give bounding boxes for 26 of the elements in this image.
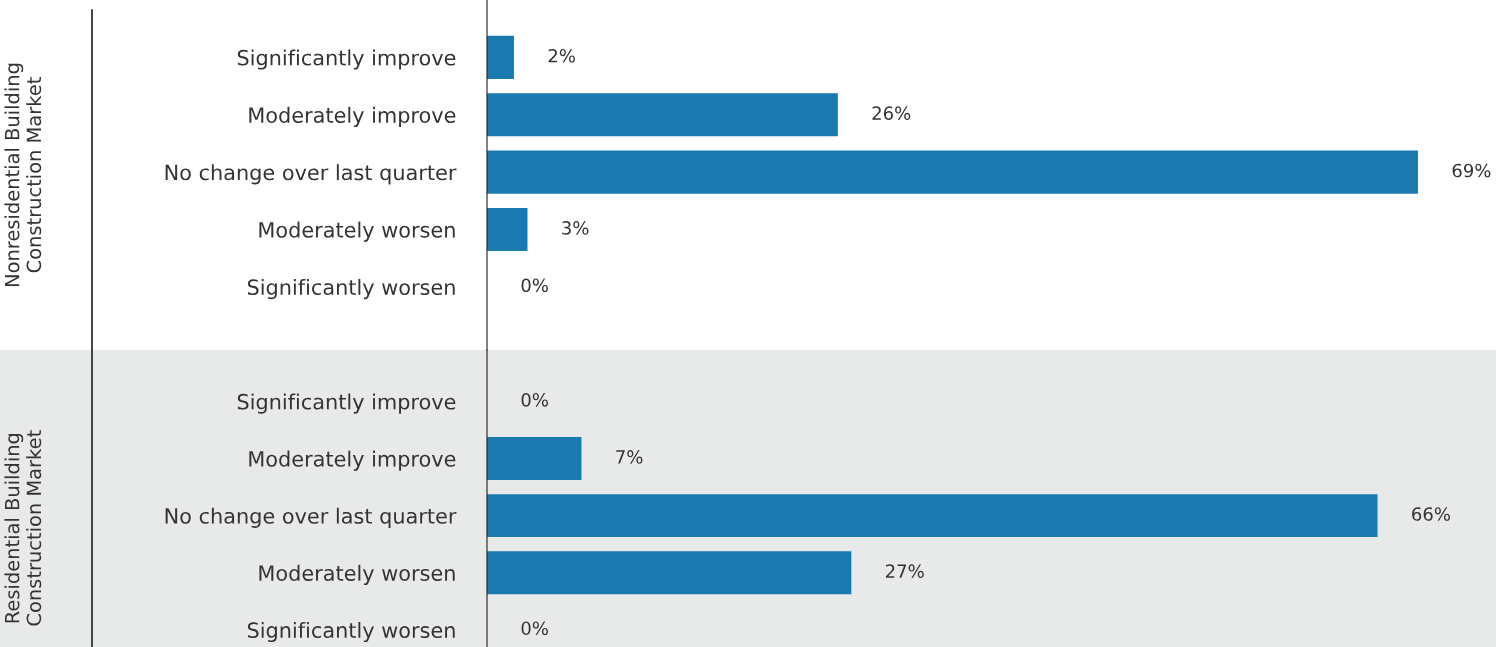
data-label: 2% bbox=[548, 48, 575, 63]
y-axis-title: Nonresidential Building Construction Market bbox=[4, 63, 42, 287]
y-tick-label: No change over last quarter bbox=[165, 164, 457, 185]
y-tick-label: Significantly worsen bbox=[247, 621, 455, 643]
data-label: 3% bbox=[562, 221, 589, 235]
data-label: 0% bbox=[521, 392, 548, 407]
bar bbox=[487, 93, 838, 137]
y-tick-label: Moderately worsen bbox=[259, 564, 455, 585]
data-label: 66% bbox=[1412, 507, 1450, 521]
bar bbox=[487, 150, 1418, 194]
y-axis-title: Residential Building Construction Market bbox=[4, 430, 42, 626]
y-tick-label: No change over last quarter bbox=[165, 507, 457, 528]
data-label: 7% bbox=[616, 450, 643, 464]
data-label: 0% bbox=[521, 621, 548, 636]
y-tick-label: Significantly improve bbox=[237, 393, 456, 414]
bar bbox=[487, 207, 528, 252]
y-tick-label: Significantly improve bbox=[237, 49, 456, 70]
y-tick-label: Moderately improve bbox=[249, 450, 456, 471]
data-label: 27% bbox=[885, 564, 924, 578]
bar bbox=[487, 35, 514, 79]
data-label: 0% bbox=[521, 278, 548, 293]
data-label: 69% bbox=[1452, 163, 1491, 178]
y-tick-label: Significantly worsen bbox=[247, 278, 455, 300]
data-label: 26% bbox=[872, 106, 911, 120]
y-tick-label: Moderately worsen bbox=[259, 221, 455, 242]
y-tick-label: Moderately improve bbox=[249, 106, 456, 127]
